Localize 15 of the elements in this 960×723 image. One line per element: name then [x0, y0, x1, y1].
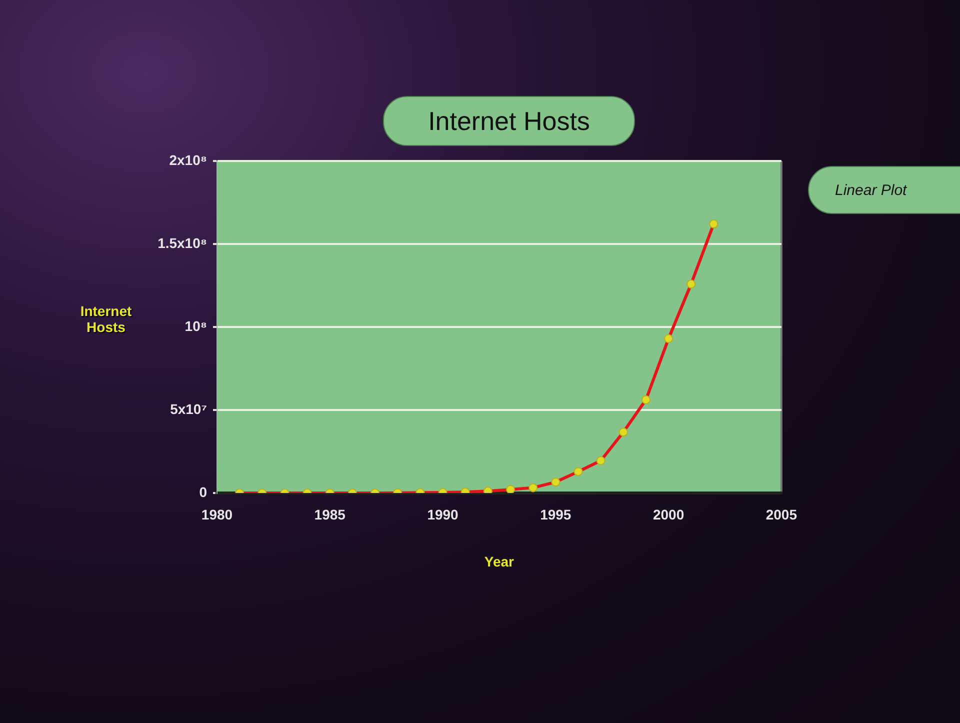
x-tick-label: 1995 [540, 506, 572, 522]
x-tick-label: 2000 [652, 506, 684, 522]
y-tick-label: 2x10⁸ [169, 152, 207, 168]
x-tick-label: 2005 [766, 506, 798, 522]
y-tick-label: 0 [199, 484, 208, 500]
y-tick-label: 5x10⁷ [170, 400, 208, 417]
y-tick-label: 1.5x10⁸ [158, 234, 207, 251]
y-axis-title: Internet Hosts [79, 303, 133, 335]
x-axis-title: Year [484, 553, 515, 570]
x-tick-label: 1985 [314, 506, 346, 522]
x-tick-label: 1990 [427, 506, 459, 522]
x-tick-label: 1980 [201, 506, 233, 522]
y-tick-label: 10⁸ [184, 318, 207, 334]
chart-title: Internet Hosts [383, 96, 635, 146]
text: Linear Plot [808, 166, 960, 214]
